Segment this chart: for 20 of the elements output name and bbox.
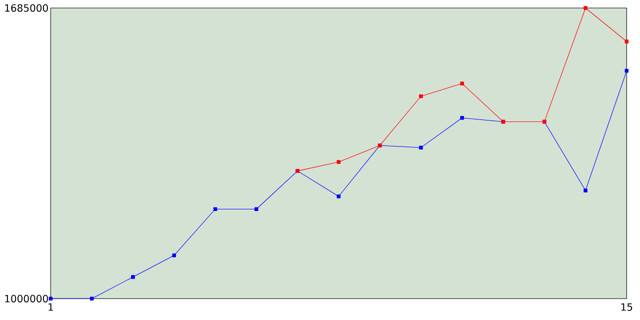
point xyxy=(584,188,588,192)
point xyxy=(336,194,341,198)
point xyxy=(419,146,423,150)
point xyxy=(48,296,53,301)
point xyxy=(584,6,588,10)
point xyxy=(213,207,218,211)
point xyxy=(131,275,135,279)
x-tick-label: 1 xyxy=(48,303,53,311)
y-tick-label: 1000000 xyxy=(5,294,48,302)
x-tick-label: 15 xyxy=(621,303,632,311)
point xyxy=(172,254,176,258)
point xyxy=(336,160,341,164)
point xyxy=(460,82,464,86)
point xyxy=(254,207,258,211)
point xyxy=(460,116,464,120)
y-tick-label: 1685000 xyxy=(5,4,48,12)
point xyxy=(624,40,629,44)
point xyxy=(419,94,423,98)
point xyxy=(624,68,629,73)
point xyxy=(90,296,94,301)
